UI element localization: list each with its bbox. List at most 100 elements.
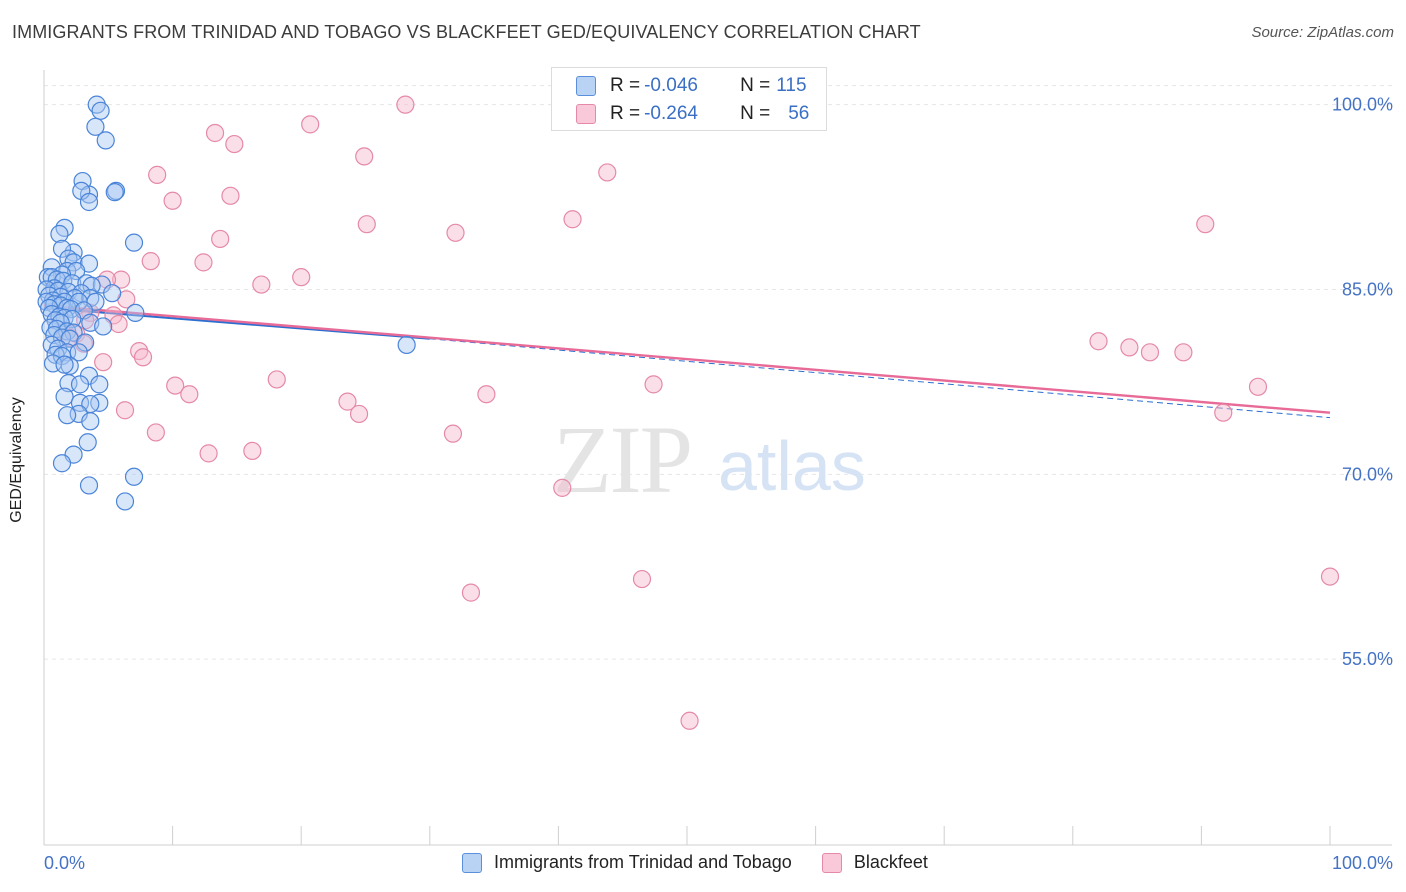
y-tick-label: 100.0%: [1332, 95, 1393, 115]
blackfeet-point: [1140, 343, 1160, 362]
blackfeet-point: [104, 306, 123, 325]
trinidad-point: [96, 131, 115, 150]
blackfeet-point: [109, 314, 128, 334]
trinidad-point: [106, 181, 126, 201]
blackfeet-point: [461, 583, 481, 602]
blackfeet-point: [349, 404, 369, 424]
trinidad-point: [55, 355, 74, 374]
blackfeet-point: [598, 163, 617, 182]
blackfeet-point: [199, 444, 218, 463]
trinidad-point: [126, 303, 145, 322]
trinidad-point: [79, 476, 99, 495]
trinidad-point: [94, 317, 113, 336]
trinidad-point: [124, 233, 144, 252]
blackfeet-point: [443, 424, 463, 443]
y-axis-label: GED/Equivalency: [8, 397, 25, 523]
y-tick-label: 55.0%: [1342, 649, 1393, 669]
blackfeet-point: [1089, 332, 1108, 351]
blackfeet-point: [97, 270, 117, 289]
series-swatch-pink: [821, 852, 842, 873]
watermark-zip: ZIP: [553, 406, 691, 513]
blackfeet-point: [553, 478, 572, 497]
legend-n-value-blue: 115: [776, 75, 807, 96]
blackfeet-point: [1248, 377, 1268, 396]
legend-r-label-blue: R =: [610, 75, 641, 96]
watermark-atlas: atlas: [718, 427, 866, 505]
blackfeet-point: [338, 392, 357, 411]
trinidad-point: [79, 192, 99, 212]
series-legend: Immigrants from Trinidad and Tobago Blac…: [462, 852, 958, 873]
trinidad-point: [70, 375, 90, 394]
legend-swatch-blue: [576, 76, 596, 96]
axes: [43, 70, 1392, 846]
blackfeet-point: [1120, 338, 1139, 357]
trinidad-points: [37, 95, 416, 511]
trinidad-point: [52, 454, 72, 473]
series-swatch-blue: [462, 852, 482, 873]
blackfeet-point: [243, 441, 262, 461]
trinidad-point: [105, 183, 124, 202]
blackfeet-point: [301, 115, 320, 134]
series-legend-blue: Immigrants from Trinidad and Tobago: [462, 852, 792, 873]
blackfeet-point: [94, 353, 113, 372]
chart-title: IMMIGRANTS FROM TRINIDAD AND TOBAGO VS B…: [12, 22, 921, 42]
blackfeet-point: [292, 268, 311, 287]
trinidad-point: [60, 329, 79, 348]
blackfeet-point: [446, 223, 465, 242]
trinidad-trend-extension: [429, 338, 1331, 419]
blackfeet-point: [1320, 567, 1340, 586]
blackfeet-point: [225, 134, 244, 154]
trinidad-point: [78, 433, 97, 452]
trinidad-point: [124, 467, 144, 486]
blackfeet-point: [1174, 343, 1193, 362]
legend-n-value-pink: 56: [788, 103, 810, 124]
trinidad-point: [50, 224, 69, 244]
blackfeet-point: [211, 229, 230, 249]
trinidad-point: [91, 101, 110, 120]
blackfeet-point: [194, 253, 213, 272]
blackfeet-point: [477, 385, 496, 404]
trinidad-trend-line: [43, 306, 430, 340]
blackfeet-point: [115, 401, 135, 420]
blackfeet-point: [632, 569, 652, 589]
trinidad-point: [115, 492, 135, 511]
blackfeet-point: [644, 375, 663, 394]
trinidad-point: [58, 406, 77, 425]
legend-row-pink: R = -0.264 N = 56: [576, 102, 809, 126]
source-label: Source: ZipAtlas.com: [1251, 24, 1394, 41]
blackfeet-point: [563, 210, 582, 229]
blackfeet-point: [180, 385, 199, 404]
blackfeet-point: [1196, 215, 1215, 234]
blackfeet-point: [267, 370, 286, 389]
blackfeet-point: [205, 123, 225, 143]
blackfeet-point: [396, 95, 415, 114]
series-label-blue: Immigrants from Trinidad and Tobago: [494, 852, 792, 872]
trinidad-point: [63, 274, 82, 293]
blackfeet-point: [166, 376, 185, 395]
trinidad-point: [90, 375, 109, 394]
trinidad-point: [76, 333, 95, 352]
blackfeet-point: [112, 270, 131, 289]
blackfeet-point: [355, 147, 374, 166]
tick-labels: 100.0% 85.0% 70.0% 55.0% 0.0% 100.0%: [44, 95, 1393, 873]
trinidad-point: [55, 387, 74, 406]
blackfeet-point: [74, 334, 93, 353]
legend-r-label-pink: R =: [610, 103, 641, 124]
blackfeet-point: [146, 423, 165, 442]
x-tick-label: 100.0%: [1332, 853, 1393, 873]
blackfeet-point: [252, 275, 271, 294]
legend-n-label-pink: N =: [740, 103, 771, 124]
legend-row-blue: R = -0.046 N = 115: [576, 74, 807, 98]
trinidad-point: [103, 284, 122, 303]
legend-n-label-blue: N =: [740, 75, 771, 96]
series-legend-pink: Blackfeet: [821, 852, 928, 873]
y-tick-label: 70.0%: [1342, 464, 1393, 484]
trinidad-point: [397, 335, 416, 355]
trinidad-point: [52, 239, 72, 258]
trinidad-point: [59, 374, 78, 393]
trend-lines: [43, 304, 1331, 419]
series-label-pink: Blackfeet: [853, 852, 928, 872]
trinidad-point: [86, 117, 105, 136]
blackfeet-point: [357, 215, 376, 234]
